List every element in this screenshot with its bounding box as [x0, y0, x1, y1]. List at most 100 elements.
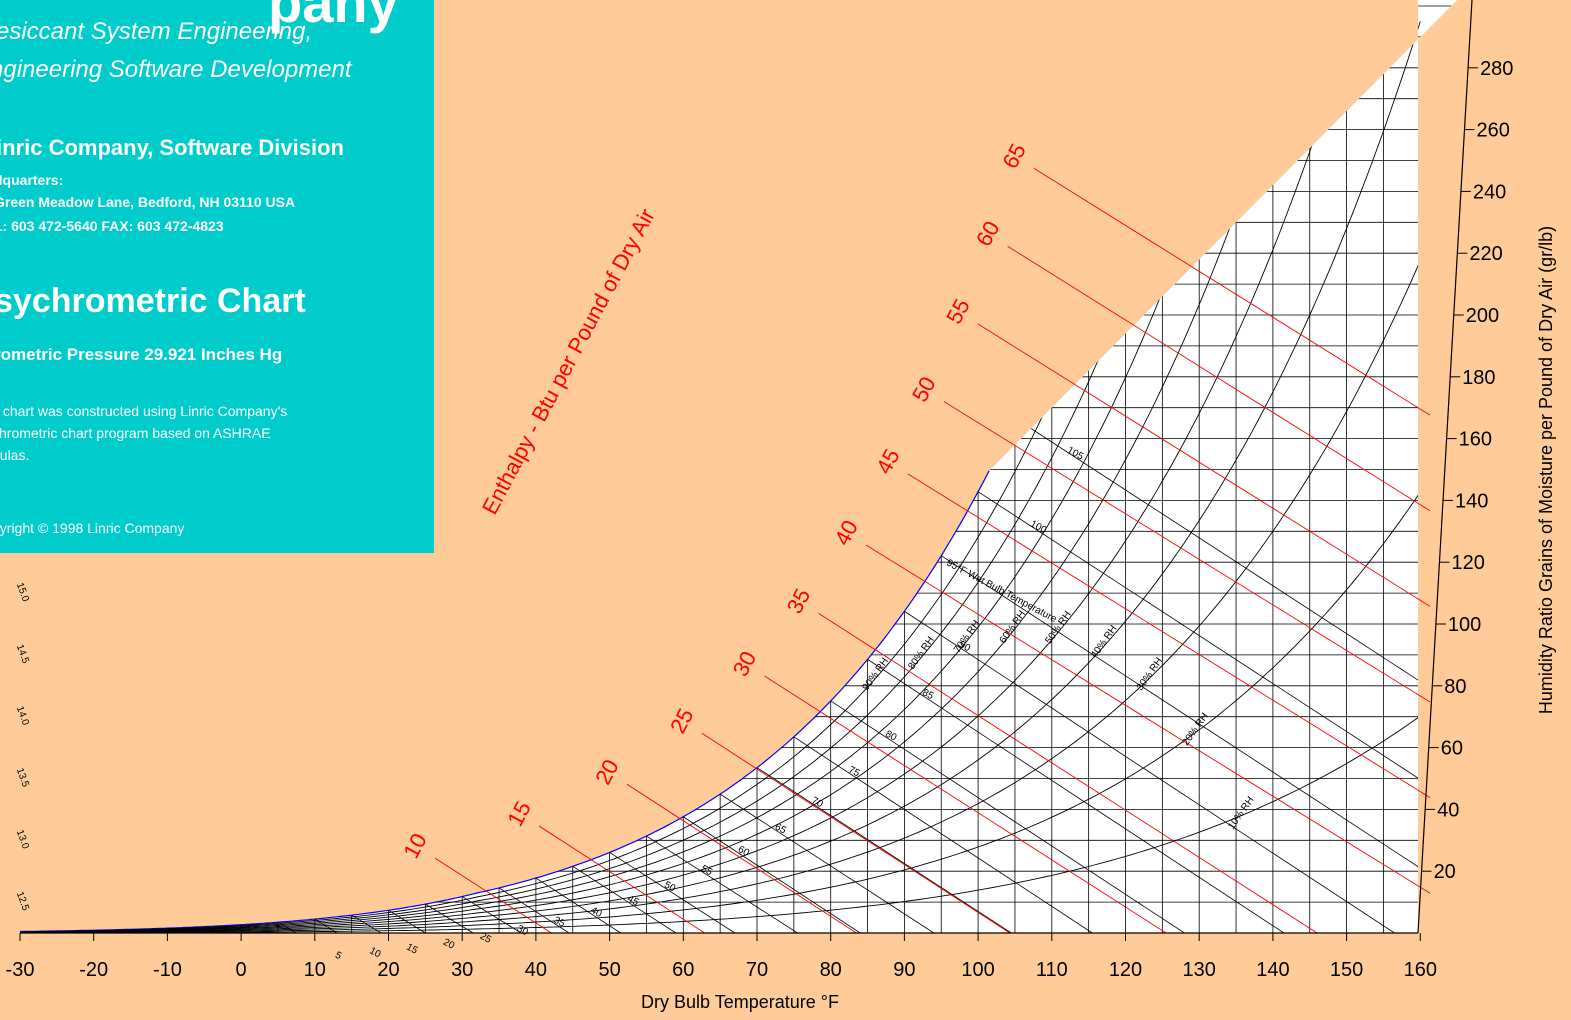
wet-bulb-label: 10 — [367, 945, 382, 960]
enthalpy-tick-label: 25 — [665, 704, 699, 737]
wet-bulb-label: 25 — [478, 931, 493, 946]
y-tick-label: 20 — [1434, 861, 1456, 883]
rh-curve — [20, 21, 1421, 933]
y-tick-label: 240 — [1473, 181, 1506, 203]
y-tick-label: 80 — [1444, 676, 1466, 698]
division-name: inric Company, Software Division — [0, 135, 344, 160]
wet-bulb-line — [977, 491, 1458, 933]
wet-bulb-line — [498, 887, 570, 933]
wet-bulb-line — [388, 909, 426, 933]
wet-bulb-label: 65 — [773, 822, 788, 837]
specific-volume-label: 12.5 — [14, 890, 31, 912]
y-tick-label: 160 — [1459, 429, 1492, 451]
wet-bulb-line — [351, 914, 382, 933]
y-tick-label: 140 — [1455, 490, 1488, 512]
enthalpy-axis-title: Enthalpy - Btu per Pound of Dry Air — [477, 204, 660, 518]
wet-bulb-line — [314, 918, 338, 933]
wet-bulb-label: 80 — [883, 729, 898, 744]
wet-bulb-label: 70 — [810, 795, 825, 810]
x-tick-label: 40 — [525, 959, 547, 981]
info-panel: pany esiccant System Engineering, nginee… — [0, 0, 434, 553]
specific-volume-label: 13.5 — [14, 767, 31, 789]
enthalpy-line — [701, 732, 1011, 934]
wet-bulb-label: 20 — [441, 937, 456, 952]
x-tick-label: 50 — [598, 959, 620, 981]
enthalpy-line — [977, 323, 1431, 607]
wet-bulb-label: 5 — [333, 950, 343, 963]
x-tick-label: -30 — [6, 959, 35, 981]
x-tick-label: 140 — [1256, 959, 1289, 981]
y-axis-title: Humidity Ratio Grains of Moisture per Po… — [1536, 226, 1556, 714]
saturation-curve — [19, 470, 990, 933]
y-tick-label: 120 — [1451, 552, 1484, 574]
rh-curve — [20, 0, 1377, 933]
wet-bulb-line — [461, 896, 522, 933]
x-tick-label: 130 — [1183, 959, 1216, 981]
x-tick-label: 10 — [304, 959, 326, 981]
x-tick-label: 20 — [377, 959, 399, 981]
wet-bulb-label: 35 — [552, 915, 567, 930]
wet-bulb-line — [756, 767, 1012, 933]
wet-bulb-line — [572, 865, 677, 933]
wet-bulb-line — [830, 700, 1185, 933]
enthalpy-tick-label: 65 — [997, 139, 1031, 172]
chart-plot-area — [20, 0, 1458, 933]
wet-bulb-label: 45 — [625, 893, 640, 908]
wet-bulb-label: 75 — [846, 765, 861, 780]
enthalpy-tick-label: 40 — [829, 516, 863, 549]
x-tick-label: 100 — [961, 959, 994, 981]
y-tick-label: 260 — [1476, 120, 1509, 142]
rh-curve — [20, 0, 1281, 933]
wet-bulb-label: 15 — [404, 942, 419, 957]
x-tick-label: 90 — [893, 959, 915, 981]
copyright: pyright © 1998 Linric Company — [0, 520, 185, 536]
x-tick-label: 0 — [236, 959, 247, 981]
x-tick-label: 120 — [1109, 959, 1142, 981]
specific-volume-label: 14.5 — [14, 643, 31, 665]
wet-bulb-label: 55 — [699, 863, 714, 878]
enthalpy-line — [865, 544, 1431, 894]
wet-bulb-line — [646, 835, 798, 933]
note-line-2: chrometric chart program based on ASHRAE — [0, 425, 271, 441]
wet-bulb-label: 90 — [957, 639, 972, 654]
enthalpy-tick-label: 55 — [941, 295, 975, 328]
enthalpy-tick-label: 15 — [502, 797, 536, 830]
y-tick-label: 40 — [1437, 799, 1459, 821]
rh-curve — [20, 0, 1244, 933]
wet-bulb-line — [609, 852, 736, 933]
enthalpy-line — [943, 401, 1431, 703]
x-tick-label: -20 — [79, 959, 108, 981]
wet-bulb-line — [904, 610, 1395, 933]
enthalpy-line — [1033, 168, 1431, 416]
rh-curve — [20, 491, 1421, 933]
wet-bulb-label: 40 — [589, 905, 604, 920]
hq-label: dquarters: — [0, 172, 64, 188]
hq-address: Green Meadow Lane, Bedford, NH 03110 USA — [0, 194, 296, 210]
wet-bulb-label: 60 — [736, 844, 751, 859]
tagline-1: esiccant System Engineering, — [0, 18, 313, 45]
pressure-note: rometric Pressure 29.921 Inches Hg — [0, 345, 283, 364]
x-tick-label: 60 — [672, 959, 694, 981]
x-tick-label: 80 — [820, 959, 842, 981]
wet-bulb-label: 30 — [515, 923, 530, 938]
specific-volume-label: 13.0 — [14, 828, 31, 850]
enthalpy-line — [626, 783, 857, 934]
y-tick-label: 280 — [1480, 58, 1513, 80]
enthalpy-tick-label: 60 — [971, 217, 1005, 250]
rh-curve — [20, 715, 1421, 933]
wet-bulb-line — [867, 659, 1285, 933]
wet-bulb-line — [683, 816, 861, 933]
x-tick-label: 150 — [1330, 959, 1363, 981]
wet-bulb-line — [277, 921, 297, 933]
enthalpy-tick-label: 10 — [398, 829, 432, 862]
rh-curve — [20, 260, 1421, 933]
tagline-2: ngineering Software Development — [0, 56, 352, 83]
rh-curve — [20, 0, 1325, 933]
enthalpy-line — [538, 825, 705, 934]
x-tick-label: 160 — [1404, 959, 1437, 981]
y-tick-label: 220 — [1469, 243, 1502, 265]
note-line-3: nulas. — [0, 447, 30, 463]
y-tick-label: 100 — [1448, 614, 1481, 636]
company-name: pany — [268, 0, 399, 34]
